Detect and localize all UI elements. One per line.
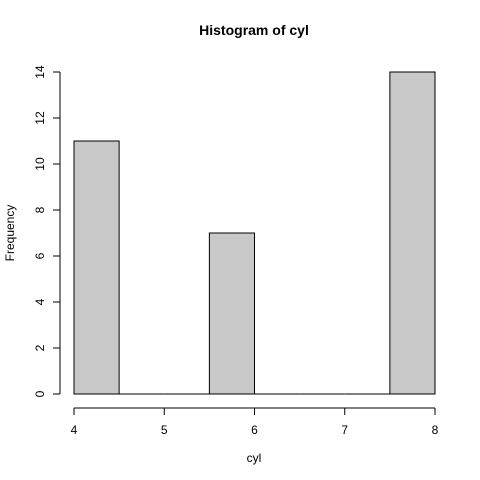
bars [73,71,436,395]
y-axis-label: Frequency [3,205,17,262]
x-axis: 4 5 6 7 8 [71,407,439,437]
y-tick-label: 0 [33,390,47,397]
chart-title: Histogram of cyl [199,22,309,38]
x-tick-label: 7 [341,423,348,437]
histogram-bar [208,232,255,395]
x-axis-label: cyl [247,451,262,465]
y-tick-label: 8 [33,206,47,213]
histogram-bar [73,140,120,395]
x-tick-label: 8 [432,423,439,437]
y-tick-label: 4 [33,298,47,305]
y-tick-label: 10 [33,157,47,171]
x-tick-label: 4 [71,423,78,437]
x-tick-label: 6 [251,423,258,437]
y-tick-label: 12 [33,111,47,125]
histogram-bar [389,71,436,395]
y-axis: 0 2 4 6 8 10 12 14 [33,65,61,397]
y-tick-label: 14 [33,65,47,79]
y-tick-label: 6 [33,252,47,259]
y-tick-label: 2 [33,344,47,351]
x-tick-label: 5 [161,423,168,437]
